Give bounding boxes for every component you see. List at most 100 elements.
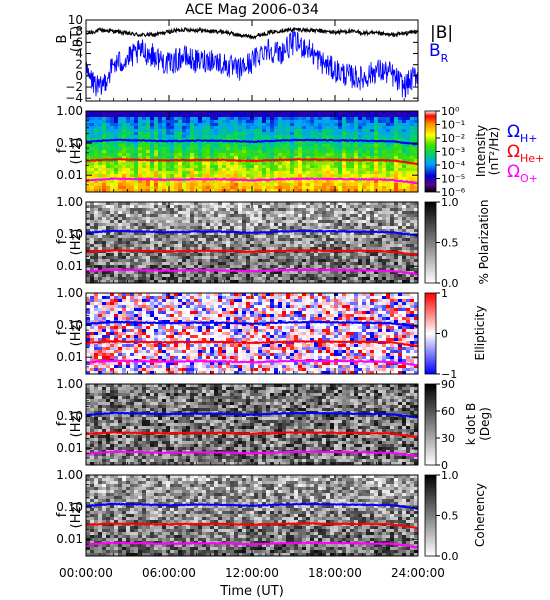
spectrogram-cell [286, 165, 291, 169]
spectrogram-cell [118, 150, 123, 154]
spectrogram-cell [342, 189, 347, 192]
spectrogram-cell [294, 129, 299, 133]
spectrogram-cell [110, 162, 115, 166]
spectrogram-cell [302, 168, 307, 172]
spectrogram-cell [230, 241, 235, 245]
spectrogram-cell [158, 202, 163, 206]
spectrogram-cell [334, 208, 339, 212]
spectrogram-cell [362, 280, 367, 283]
spectrogram-cell [154, 271, 159, 275]
spectrogram-cell [250, 183, 255, 187]
spectrogram-cell [334, 171, 339, 175]
spectrogram-cell [130, 256, 135, 260]
spectrogram-cell [206, 138, 211, 142]
spectrogram-cell [150, 259, 155, 263]
spectrogram-cell [130, 132, 135, 136]
spectrogram-cell [334, 156, 339, 160]
spectrogram-cell [142, 183, 147, 187]
spectrogram-cell [138, 365, 143, 369]
spectrogram-cell [310, 111, 315, 115]
spectrogram-cell [122, 259, 127, 263]
spectrogram-cell [238, 244, 243, 248]
spectrogram-cell [366, 265, 371, 269]
spectrogram-cell [98, 141, 103, 145]
spectrogram-cell [346, 168, 351, 172]
spectrogram-cell [170, 235, 175, 239]
spectrogram-cell [118, 220, 123, 224]
spectrogram-cell [314, 189, 319, 192]
spectrogram-cell [338, 156, 343, 160]
spectrogram-cell [86, 350, 91, 354]
spectrogram-cell [362, 135, 367, 139]
spectrogram-cell [286, 189, 291, 192]
spectrogram-cell [222, 135, 227, 139]
spectrogram-cell [338, 132, 343, 136]
spectrogram-cell [278, 205, 283, 209]
spectrogram-cell [294, 123, 299, 127]
spectrogram-cell [110, 141, 115, 145]
spectrogram-cell [234, 117, 239, 121]
field-y-tick-label: 0 [75, 69, 83, 83]
spectrogram-cell [158, 186, 163, 190]
spectrogram-cell [410, 211, 415, 215]
colorbar-tick-label: 0.0 [441, 277, 459, 290]
colorbar-tick-label: 10⁻³ [441, 146, 465, 159]
spectrogram-cell [346, 229, 351, 233]
spectrogram-cell [142, 129, 147, 133]
spectrogram-cell [270, 180, 275, 184]
spectrogram-cell [242, 253, 247, 257]
spectrogram-cell [350, 235, 355, 239]
spectrogram-cell [242, 183, 247, 187]
spectrogram-cell [90, 217, 95, 221]
spectrogram-cell [162, 135, 167, 139]
spectrogram-cell [174, 280, 179, 283]
spectrogram-cell [262, 189, 267, 192]
legend-b-radial-main: B [429, 41, 441, 61]
spectrogram-cell [382, 147, 387, 151]
spectrogram-cell [302, 214, 307, 218]
spectrogram-cell [234, 205, 239, 209]
spectrogram-cell [98, 302, 103, 306]
spectrogram-cell [222, 111, 227, 115]
spectrogram-cell [286, 144, 291, 148]
spectrogram-cell [270, 265, 275, 269]
spectrogram-cell [410, 250, 415, 254]
spectrogram-cell [118, 317, 123, 321]
spectrogram-cell [114, 262, 119, 266]
spectrogram-cell [286, 132, 291, 136]
spectrogram-cell [302, 250, 307, 254]
spectrogram-cell [90, 168, 95, 172]
spectrogram-cell [190, 111, 195, 115]
spectrogram-cell [358, 253, 363, 257]
spectrogram-cell [274, 123, 279, 127]
spectrogram-cell [134, 362, 139, 366]
spectrogram-cell [194, 235, 199, 239]
spectrogram-cell [182, 174, 187, 178]
spectrogram-cell [338, 180, 343, 184]
spectrogram-cell [338, 271, 343, 275]
spectrogram-cell [86, 226, 91, 230]
spectrogram-cell [206, 174, 211, 178]
spectrogram-cell [342, 280, 347, 283]
spectrogram-cell [286, 135, 291, 139]
spectrogram-cell [170, 271, 175, 275]
spectrogram-cell [178, 147, 183, 151]
spectrogram-cell [322, 247, 327, 251]
spectrogram-cell [98, 168, 103, 172]
spectrogram-cell [222, 262, 227, 266]
spectrogram-cell [222, 174, 227, 178]
spectrogram-cell [122, 238, 127, 242]
spectrogram-cell [178, 120, 183, 124]
spectrogram-cell [106, 350, 111, 354]
spectrogram-cell [106, 156, 111, 160]
spectrogram-cell [134, 247, 139, 251]
spectrogram-cell [118, 205, 123, 209]
spectrogram-cell [98, 296, 103, 300]
spectrogram-cell [274, 217, 279, 221]
spectrogram-cell [278, 189, 283, 192]
spectrogram-cell [118, 141, 123, 145]
spectrogram-cell [326, 126, 331, 130]
spectrogram-cell [206, 120, 211, 124]
spectrogram-cell [98, 129, 103, 133]
spectrogram-cell [194, 202, 199, 206]
